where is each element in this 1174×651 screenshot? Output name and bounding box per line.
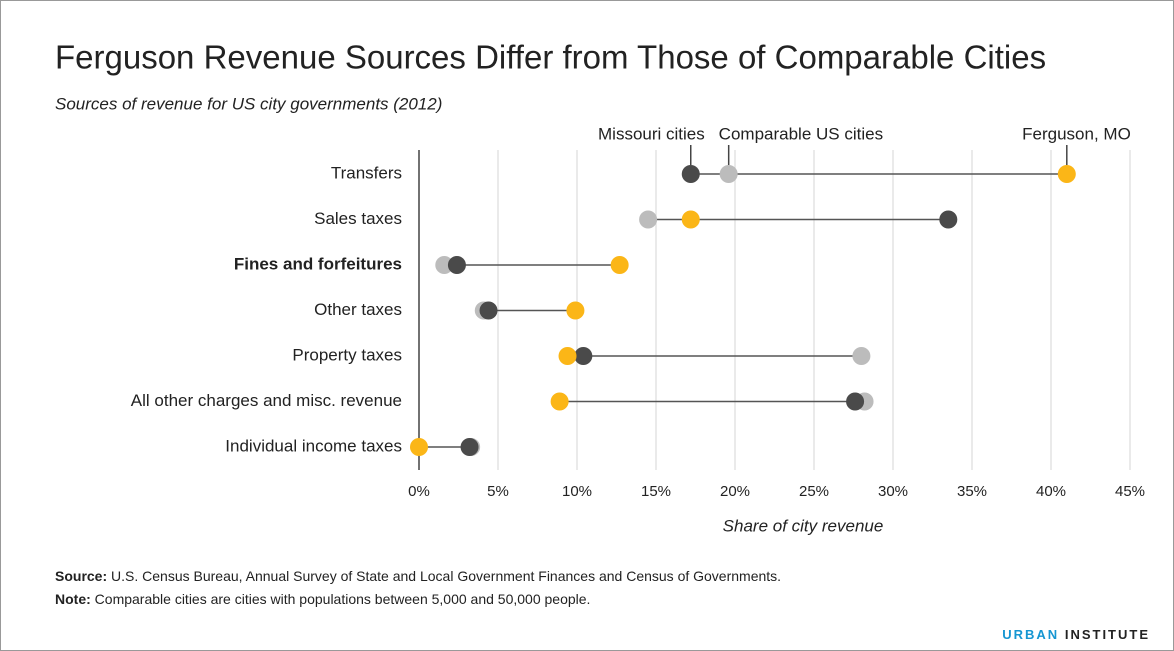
source: Source: U.S. Census Bureau, Annual Surve… [55, 568, 781, 584]
dot [558, 347, 577, 365]
brand: URBAN INSTITUTE [1002, 627, 1150, 642]
x-tick-label: 45% [1115, 483, 1145, 500]
category-label: Other taxes [314, 300, 402, 319]
source-text: U.S. Census Bureau, Annual Survey of Sta… [111, 568, 781, 584]
dot [435, 256, 454, 274]
category-label: Sales taxes [314, 209, 402, 228]
x-tick-label: 15% [641, 483, 671, 500]
chart-title: Ferguson Revenue Sources Differ from Tho… [55, 39, 1046, 76]
dot [460, 438, 479, 456]
source-label: Source: [55, 568, 107, 584]
dot [639, 210, 658, 229]
dot [574, 347, 593, 365]
x-tick-label: 40% [1036, 483, 1066, 500]
x-tick-label: 25% [799, 483, 829, 500]
dot [939, 210, 958, 229]
x-tick-label: 10% [562, 483, 592, 500]
brand-1: URBAN [1002, 627, 1059, 642]
brand-2: INSTITUTE [1065, 627, 1150, 642]
x-tick-label: 0% [408, 483, 430, 500]
dot [410, 438, 428, 456]
chart-subtitle: Sources of revenue for US city governmen… [55, 94, 442, 113]
x-tick-label: 20% [720, 483, 750, 500]
dot [566, 301, 585, 320]
x-tick-label: 35% [957, 483, 987, 500]
dot [479, 301, 498, 320]
category-label: Individual income taxes [225, 436, 402, 455]
dot [852, 347, 871, 365]
category-label: All other charges and misc. revenue [131, 391, 402, 410]
note: Note: Comparable cities are cities with … [55, 591, 590, 607]
dot [550, 392, 569, 411]
note-text: Comparable cities are cities with popula… [95, 591, 591, 607]
legend-label: Missouri cities [598, 124, 705, 143]
x-tick-label: 30% [878, 483, 908, 500]
dot [610, 256, 629, 274]
dot [447, 256, 466, 274]
dot [719, 165, 738, 183]
dot [1057, 165, 1076, 183]
category-label: Property taxes [292, 345, 402, 364]
x-axis-label: Share of city revenue [723, 516, 884, 535]
dot [846, 392, 865, 411]
legend-label: Comparable US cities [719, 124, 883, 143]
legend-label: Ferguson, MO [1022, 124, 1131, 143]
dot [681, 165, 700, 183]
note-label: Note: [55, 591, 91, 607]
category-label: Transfers [331, 163, 402, 182]
category-label: Fines and forfeitures [234, 254, 402, 273]
x-tick-label: 5% [487, 483, 509, 500]
dot [681, 210, 700, 229]
